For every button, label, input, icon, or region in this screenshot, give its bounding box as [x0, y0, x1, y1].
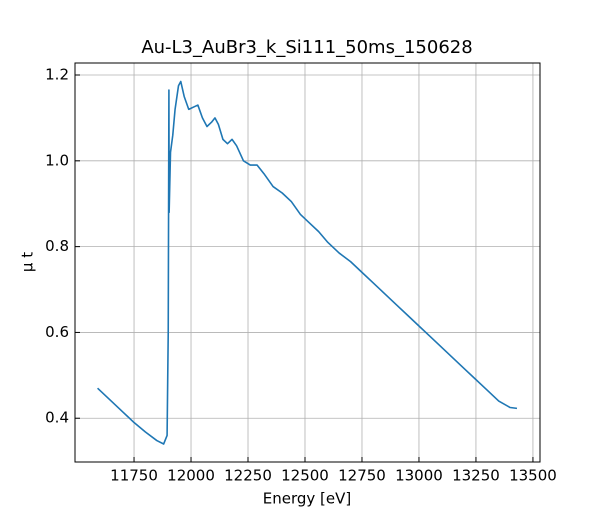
x-tick-label: 12000 [167, 467, 215, 485]
x-tick-label: 13000 [395, 467, 443, 485]
y-axis-label: μ t [19, 252, 37, 272]
x-tick-label: 13250 [452, 467, 500, 485]
x-axis-label: Energy [eV] [263, 490, 351, 508]
y-tick-label: 1.2 [45, 66, 69, 84]
x-tick-label: 13500 [509, 467, 557, 485]
data-line [97, 80, 518, 445]
x-tick-label: 12250 [224, 467, 272, 485]
y-tick-label: 1.0 [45, 151, 69, 169]
x-tick-label: 12750 [338, 467, 386, 485]
y-tick-label: 0.8 [45, 237, 69, 255]
x-tick-label: 12500 [281, 467, 329, 485]
y-tick-label: 0.4 [45, 409, 69, 427]
y-tick-label: 0.6 [45, 323, 69, 341]
chart-title: Au-L3_AuBr3_k_Si111_50ms_150628 [141, 37, 472, 58]
plot-frame [74, 62, 541, 463]
x-tick-label: 11750 [110, 467, 158, 485]
